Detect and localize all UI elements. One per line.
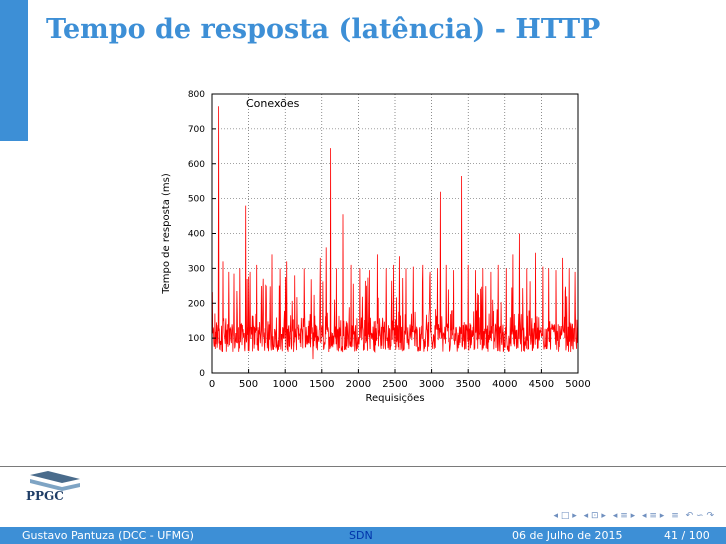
nav-frame-prev-icon[interactable]: ◂ □ ▸ [553,511,577,521]
y-tick-label: 200 [188,299,205,309]
chart-grid [212,94,578,373]
x-tick-label: 500 [239,379,258,390]
y-tick-label: 300 [188,264,205,274]
chart-series [211,106,579,360]
footer-page-number: 41 / 100 [664,529,710,542]
nav-search-icon[interactable]: ↶ ∽ ↷ [685,511,714,521]
footer-bar: Gustavo Pantuza (DCC - UFMG) SDN 06 de J… [0,527,726,544]
accent-sidebar [0,0,28,141]
x-tick-label: 2000 [346,379,371,390]
nav-frame-next-icon[interactable]: ◂ ⊡ ▸ [583,511,606,521]
y-tick-label: 100 [188,334,205,344]
logo-text: PPGC [26,489,64,503]
footer-short-title: SDN [349,529,373,542]
y-axis-label: Tempo de resposta (ms) [161,173,172,295]
beamer-navigation[interactable]: ◂ □ ▸ ◂ ⊡ ▸ ◂ ≡ ▸ ◂ ≡ ▸ ≡ ↶ ∽ ↷ [550,511,714,521]
x-tick-label: 5000 [565,379,590,390]
slide-title: Tempo de resposta (latência) - HTTP [46,14,601,45]
footer-author: Gustavo Pantuza (DCC - UFMG) [22,529,194,542]
y-tick-label: 400 [188,230,205,240]
x-tick-label: 1500 [309,379,334,390]
latency-chart: 0 500 1000 1500 2000 2500 3000 3500 4000 4500 5000… [161,90,591,404]
y-tick-label: 0 [199,369,205,379]
nav-section-icon[interactable]: ◂ ≡ ▸ [642,511,665,521]
footer-date: 06 de Julho de 2015 [512,529,623,542]
chart-ticks: 0 500 1000 1500 2000 2500 3000 3500 4000 4500 5000… [188,90,591,390]
nav-align-icon[interactable]: ≡ [671,511,679,521]
x-tick-label: 4000 [492,379,517,390]
footer-divider [0,466,726,467]
legend-label: Conexões [246,97,300,110]
x-axis-label: Requisições [365,393,424,404]
ppgc-logo: PPGC [26,471,80,503]
series-line-conexoes [211,106,579,360]
y-tick-label: 500 [188,195,205,205]
logo-roof-bottom [30,479,80,491]
y-tick-label: 800 [188,90,205,100]
x-tick-label: 1000 [272,379,297,390]
logo-roof-top [30,471,80,483]
y-tick-label: 600 [188,160,205,170]
x-tick-label: 3500 [455,379,480,390]
x-tick-label: 3000 [419,379,444,390]
y-tick-label: 700 [188,125,205,135]
x-tick-label: 4500 [529,379,554,390]
x-tick-label: 2500 [382,379,407,390]
nav-subsection-icon[interactable]: ◂ ≡ ▸ [612,511,636,521]
x-tick-label: 0 [209,379,215,390]
